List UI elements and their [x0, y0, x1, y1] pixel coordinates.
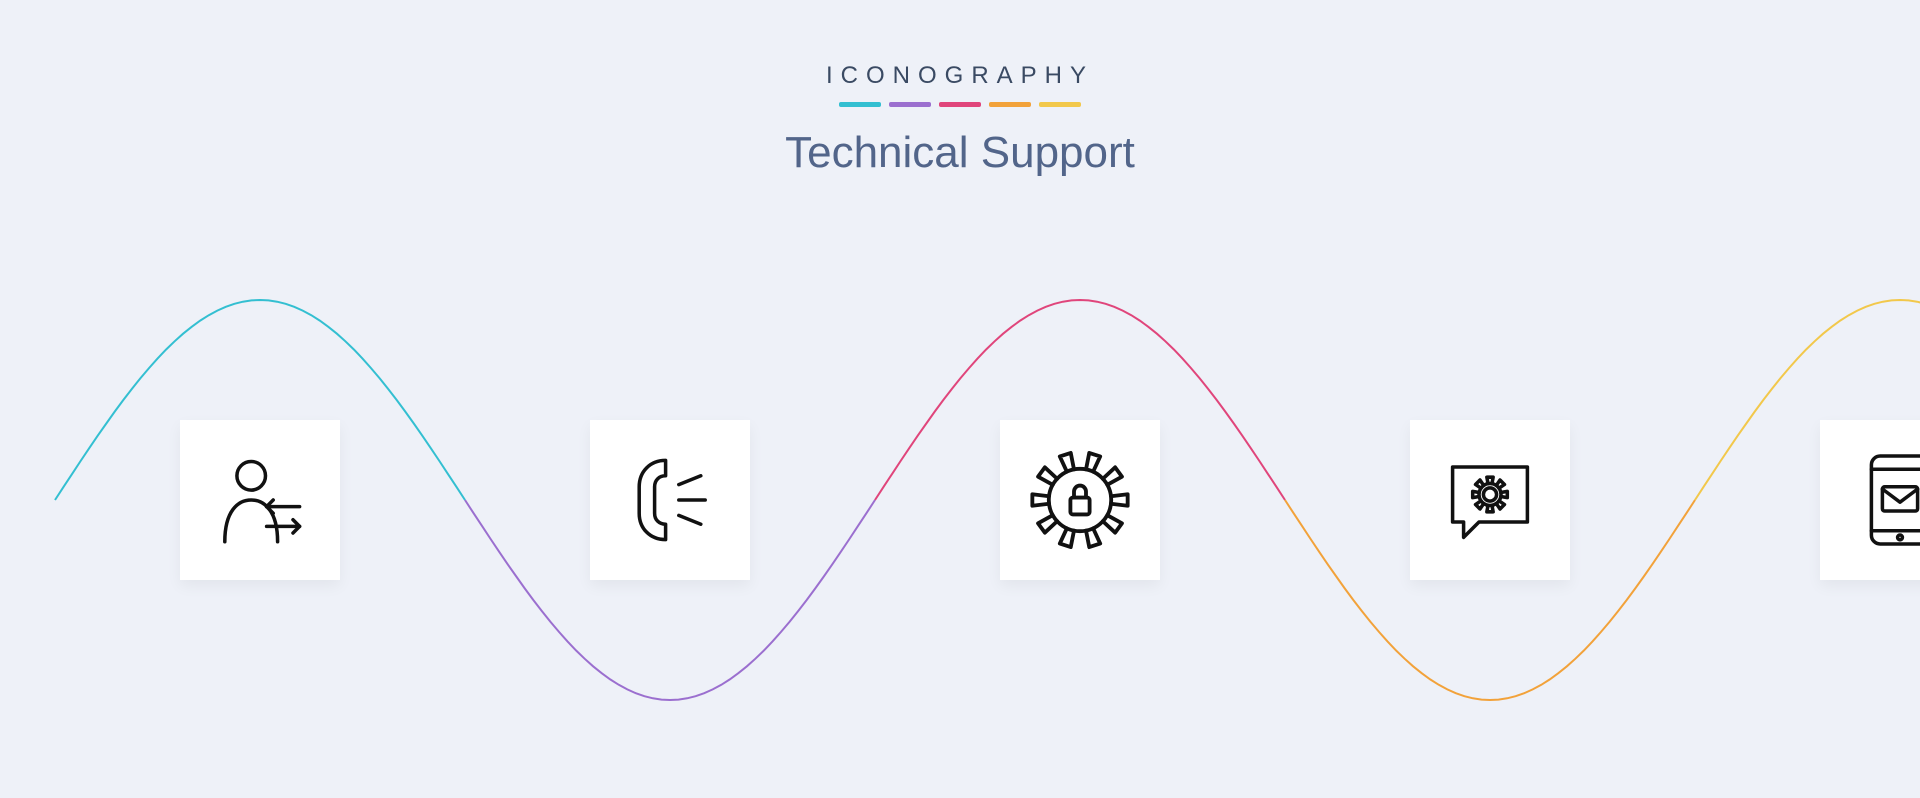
underline-seg-4	[1039, 102, 1081, 107]
tile-gear-lock	[1000, 420, 1160, 580]
tile-mobile-mail	[1820, 420, 1920, 580]
underline-seg-2	[939, 102, 981, 107]
mobile-mail-icon	[1845, 445, 1920, 555]
stage: ICONOGRAPHY Technical Support	[0, 0, 1920, 798]
underline-seg-1	[889, 102, 931, 107]
chat-gear-icon	[1435, 445, 1545, 555]
underline-seg-3	[989, 102, 1031, 107]
brand-label: ICONOGRAPHY	[0, 62, 1920, 90]
page-title: Technical Support	[0, 128, 1920, 178]
underline-seg-0	[839, 102, 881, 107]
user-transfer-icon	[205, 445, 315, 555]
wave-path	[0, 0, 1920, 798]
brand-underline	[839, 102, 1081, 107]
gear-lock-icon	[1020, 440, 1140, 560]
tile-user-transfer	[180, 420, 340, 580]
phone-call-icon	[615, 445, 725, 555]
tile-phone-call	[590, 420, 750, 580]
tile-chat-gear	[1410, 420, 1570, 580]
